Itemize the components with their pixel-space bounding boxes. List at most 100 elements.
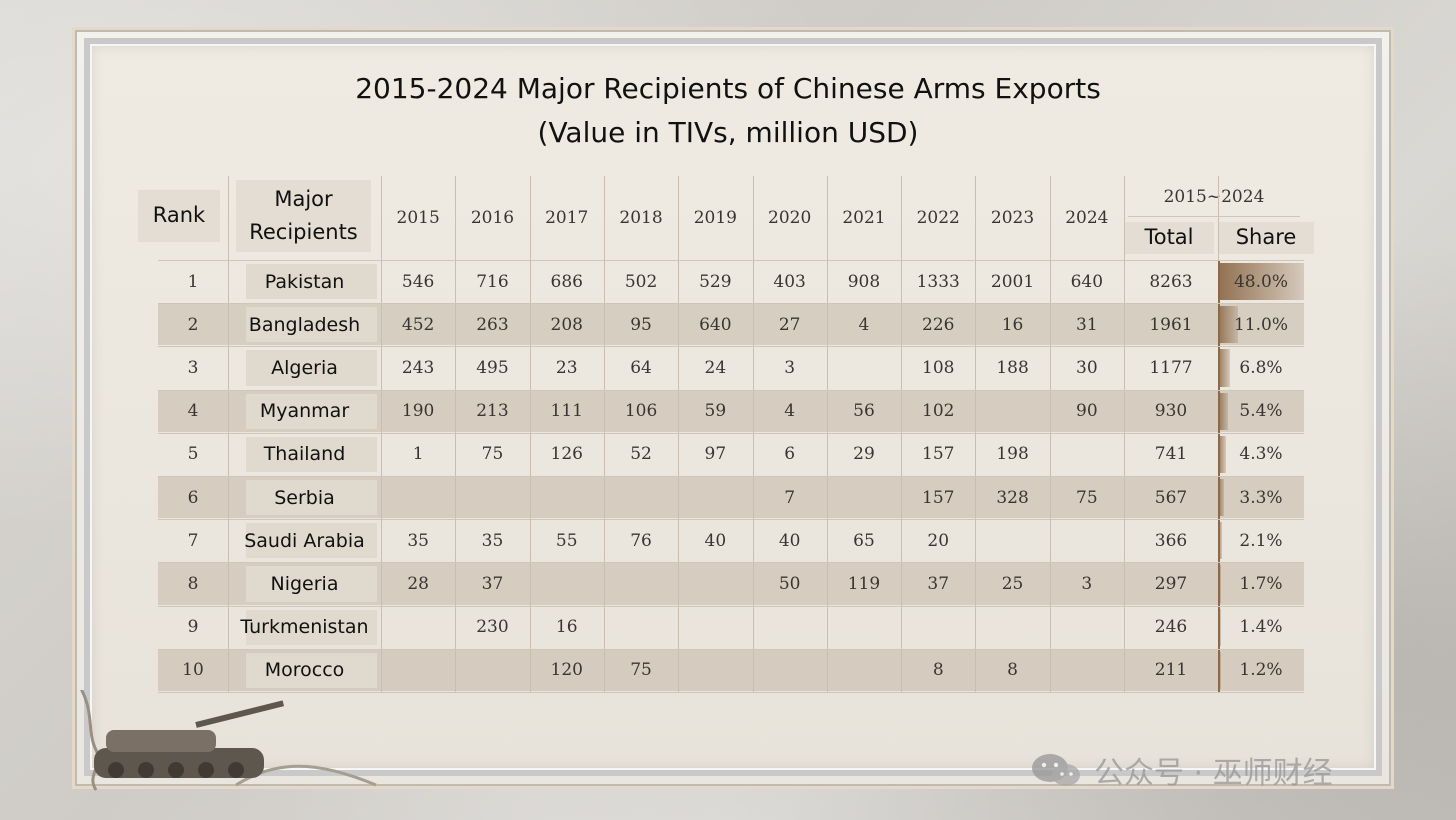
total-cell: 567 — [1154, 487, 1188, 508]
value-cell: 55 — [555, 530, 578, 551]
share-cell: 4.3% — [1239, 444, 1283, 465]
recipient-name-box — [246, 307, 377, 343]
value-cell: 37 — [927, 573, 950, 594]
recipient-name: Algeria — [271, 356, 338, 379]
value-cell — [1050, 606, 1124, 649]
value-cell: 50 — [778, 573, 801, 594]
total-header-box — [1124, 222, 1214, 254]
grid-vline — [1049, 176, 1051, 692]
share-bar — [1218, 306, 1238, 344]
tank-illustration — [74, 679, 396, 805]
value-cell: 6 — [784, 444, 796, 465]
value-cell: 716 — [476, 271, 509, 292]
value-cell — [827, 649, 901, 692]
recipient-name: Saudi Arabia — [244, 529, 365, 552]
share-cell: 3.3% — [1239, 487, 1283, 508]
recipients-header: Major Recipients — [249, 187, 358, 244]
rank-cell: 6 — [187, 487, 199, 508]
grid-vline — [529, 176, 531, 692]
value-cell: 35 — [481, 530, 504, 551]
total-cell: 297 — [1154, 573, 1188, 594]
recipient-name-box — [246, 609, 377, 645]
value-cell: 120 — [550, 660, 583, 681]
value-cell: 97 — [704, 444, 727, 465]
value-cell: 29 — [853, 444, 875, 465]
value-cell: 30 — [1076, 357, 1098, 378]
value-cell: 502 — [624, 271, 658, 292]
value-cell: 213 — [476, 401, 509, 422]
share-header: Share — [1235, 225, 1297, 250]
year-header: 2023 — [990, 208, 1035, 228]
value-cell: 4 — [858, 314, 870, 335]
total-cell: 741 — [1154, 444, 1188, 465]
year-header: 2020 — [768, 208, 812, 228]
value-cell — [381, 606, 455, 649]
year-header: 2016 — [470, 208, 515, 228]
grid-vline — [752, 176, 754, 692]
value-cell — [604, 606, 678, 649]
grid-hline — [158, 476, 1304, 477]
total-cell: 246 — [1154, 617, 1188, 638]
value-cell — [1050, 433, 1124, 476]
value-cell — [678, 649, 752, 692]
share-cell: 1.2% — [1239, 660, 1283, 681]
chart-title: 2015-2024 Major Recipients of Chinese Ar… — [355, 72, 1101, 105]
value-cell: 25 — [1001, 573, 1024, 594]
value-cell: 75 — [630, 660, 652, 681]
value-cell: 403 — [773, 271, 806, 292]
rank-cell: 5 — [187, 444, 199, 465]
grid-vline — [1124, 176, 1125, 692]
total-cell: 930 — [1154, 401, 1188, 422]
grid-vline — [826, 176, 828, 692]
wechat-icon — [1028, 750, 1084, 790]
value-cell — [1050, 649, 1124, 692]
value-cell: 75 — [481, 444, 504, 465]
value-cell: 230 — [476, 617, 509, 638]
grid-hline — [158, 692, 1304, 693]
rank-cell: 9 — [187, 617, 199, 638]
recipient-name: Nigeria — [270, 572, 339, 595]
value-cell — [753, 649, 827, 692]
rank-cell: 7 — [187, 530, 199, 551]
grid-vline — [455, 176, 457, 692]
grid-hline — [158, 260, 1304, 261]
total-header: Total — [1144, 225, 1194, 250]
value-cell: 108 — [922, 357, 955, 378]
year-header: 2024 — [1065, 208, 1109, 228]
value-cell — [455, 476, 529, 519]
value-cell: 208 — [550, 314, 583, 335]
grid-hline — [158, 562, 1304, 564]
value-cell: 1333 — [916, 271, 960, 292]
grid-hline — [158, 605, 1304, 607]
value-cell: 16 — [1001, 314, 1024, 335]
recipient-name-box — [246, 264, 377, 300]
value-cell: 3 — [1081, 573, 1093, 594]
grid-vline — [975, 176, 977, 692]
value-cell — [975, 519, 1049, 562]
grid-vline — [603, 176, 605, 692]
value-cell: 24 — [704, 357, 727, 378]
value-cell: 16 — [555, 617, 578, 638]
grid-hline — [158, 519, 1304, 521]
recipient-name-box — [246, 652, 377, 688]
share-bar — [1218, 608, 1221, 646]
share-cell: 11.0% — [1233, 314, 1288, 335]
rank-cell: 4 — [187, 401, 199, 422]
value-cell — [901, 606, 975, 649]
value-cell: 90 — [1076, 401, 1098, 422]
value-cell: 35 — [407, 530, 429, 551]
recipient-name: Turkmenistan — [240, 616, 369, 639]
value-cell: 328 — [996, 487, 1029, 508]
value-cell — [530, 476, 604, 519]
rank-cell: 8 — [187, 573, 199, 594]
value-cell: 640 — [699, 314, 732, 335]
value-cell: 40 — [778, 530, 801, 551]
value-cell — [678, 562, 752, 605]
value-cell: 3 — [784, 357, 796, 378]
value-cell: 37 — [481, 573, 504, 594]
value-cell: 495 — [476, 357, 509, 378]
value-cell — [381, 649, 455, 692]
year-header: 2018 — [619, 208, 663, 228]
value-cell: 111 — [550, 401, 583, 422]
value-cell — [604, 562, 678, 605]
